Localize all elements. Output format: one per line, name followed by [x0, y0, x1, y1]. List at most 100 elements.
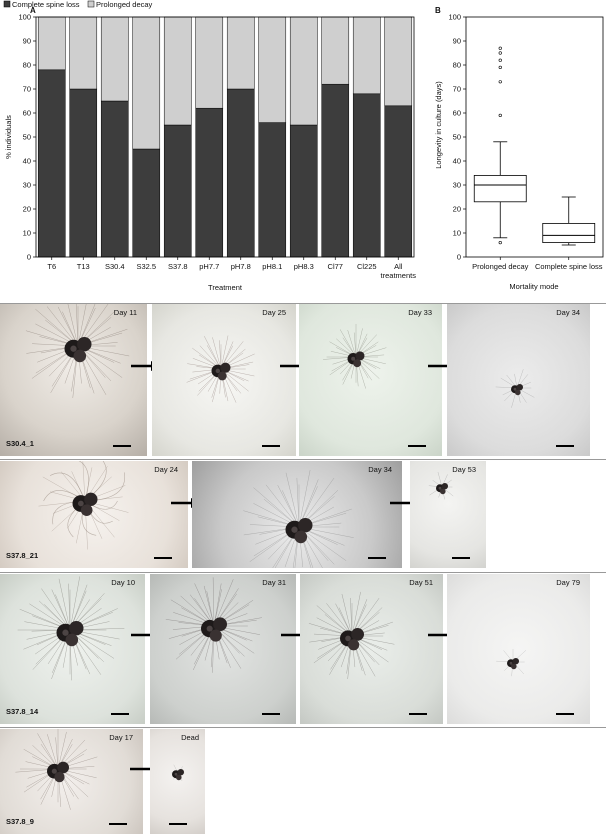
photo-d-2: Day 34: [192, 461, 402, 568]
legend-label-prolonged: Prolonged decay: [96, 0, 153, 9]
sample-id: S30.4_1: [6, 439, 34, 448]
photo-d-3: Day 53: [410, 461, 486, 568]
x-tick-label: Cl225: [357, 262, 377, 271]
outlier-point: [498, 51, 502, 55]
bar-complete-spine-loss: [100, 100, 129, 258]
scale-bar: [262, 713, 280, 715]
panel-a: A Complete spine loss Prolonged decay % …: [0, 0, 430, 300]
day-label: Day 33: [408, 308, 432, 317]
separator-c: [0, 303, 606, 304]
bar-complete-spine-loss: [352, 93, 381, 258]
y-tick-label: 90: [453, 37, 461, 46]
photo-e-4: Day 79: [447, 574, 590, 724]
foraminifera-image: [25, 304, 130, 398]
scale-bar: [409, 713, 427, 715]
panel-a-letter: A: [30, 6, 36, 15]
bar-prolonged-decay: [195, 16, 224, 109]
y-tick-label: 80: [23, 61, 31, 70]
x-tick-label: All treatments: [381, 262, 417, 280]
y-tick-label: 60: [453, 109, 461, 118]
box: [542, 222, 596, 243]
y-tick-label: 100: [448, 13, 461, 22]
bar-complete-spine-loss: [384, 105, 413, 258]
y-tick-label: 80: [453, 61, 461, 70]
foraminifera-image: [165, 577, 262, 673]
x-tick-label: S32.5: [136, 262, 156, 271]
foraminifera-image: [323, 323, 387, 389]
y-tick-label: 10: [23, 229, 31, 238]
day-label: Day 10: [111, 578, 135, 587]
plot-frame: [465, 16, 604, 258]
outlier-point: [498, 65, 502, 69]
bar-complete-spine-loss: [289, 124, 318, 258]
legend-swatch-prolonged: [87, 0, 95, 8]
x-tick-label: T6: [47, 262, 56, 271]
x-tick-label: Complete spine loss: [535, 262, 603, 271]
panel-b-letter: B: [435, 6, 441, 15]
photo-e-2: Day 31: [150, 574, 296, 724]
bar-prolonged-decay: [226, 16, 255, 90]
bar-prolonged-decay: [384, 16, 413, 107]
y-tick-label: 100: [18, 13, 31, 22]
bar-prolonged-decay: [163, 16, 192, 126]
panel-b: B Longevity in culture (days) Mortality …: [430, 0, 606, 300]
bar-complete-spine-loss: [132, 148, 161, 258]
outlier-point: [498, 113, 502, 117]
foraminifera-image: [17, 576, 125, 681]
bar-prolonged-decay: [321, 16, 350, 85]
foraminifera-image: [495, 369, 535, 408]
x-axis-label: Treatment: [208, 283, 243, 292]
x-tick-label: S37.8: [168, 262, 188, 271]
day-label: Day 25: [262, 308, 286, 317]
bar-complete-spine-loss: [258, 122, 287, 258]
x-tick-label: pH7.7: [199, 262, 219, 271]
separator-f: [0, 727, 606, 728]
sample-id: S37.8_9: [6, 817, 34, 826]
x-tick-label: pH8.1: [262, 262, 282, 271]
bar-complete-spine-loss: [321, 83, 350, 258]
scale-bar: [556, 713, 574, 715]
separator-d: [0, 459, 606, 460]
day-label: Day 31: [262, 578, 286, 587]
y-axis-label: % individuals: [4, 115, 13, 159]
y-tick-label: 10: [453, 229, 461, 238]
scale-bar: [109, 823, 127, 825]
bar-complete-spine-loss: [195, 107, 224, 258]
bar-complete-spine-loss: [69, 88, 98, 258]
scale-bar: [452, 557, 470, 559]
bar-complete-spine-loss: [37, 69, 66, 258]
photo-c-3: Day 33: [299, 304, 442, 456]
foraminifera-image: [243, 470, 354, 568]
x-tick-label: Prolonged decay: [472, 262, 529, 271]
foraminifera-image: [496, 649, 527, 677]
day-label: Day 51: [409, 578, 433, 587]
scale-bar: [113, 445, 131, 447]
scale-bar: [111, 713, 129, 715]
x-tick-label: Cl77: [328, 262, 343, 271]
outlier-point: [498, 80, 502, 84]
x-axis-label: Mortality mode: [509, 282, 558, 291]
photo-d-1: Day 24 S37.8_21: [0, 461, 188, 568]
day-label: Day 34: [368, 465, 392, 474]
legend-swatch-complete: [3, 0, 11, 8]
y-tick-label: 40: [453, 157, 461, 166]
day-label: Dead: [181, 733, 199, 742]
foraminifera-image: [308, 591, 395, 680]
bar-prolonged-decay: [69, 16, 98, 90]
foraminifera-image: [38, 461, 129, 550]
scale-bar: [556, 445, 574, 447]
bar-prolonged-decay: [352, 16, 381, 95]
y-tick-label: 50: [453, 133, 461, 142]
y-tick-label: 0: [457, 253, 461, 262]
plot-frame: [35, 16, 415, 258]
outlier-point: [498, 241, 502, 245]
photo-c-2: Day 25: [152, 304, 296, 456]
day-label: Day 17: [109, 733, 133, 742]
legend-label-complete: Complete spine loss: [12, 0, 80, 9]
bar-prolonged-decay: [132, 16, 161, 150]
y-tick-label: 70: [23, 85, 31, 94]
y-axis-label: Longevity in culture (days): [434, 81, 443, 169]
photo-e-1: Day 10 S37.8_14: [0, 574, 145, 724]
y-tick-label: 40: [23, 157, 31, 166]
bar-complete-spine-loss: [163, 124, 192, 258]
